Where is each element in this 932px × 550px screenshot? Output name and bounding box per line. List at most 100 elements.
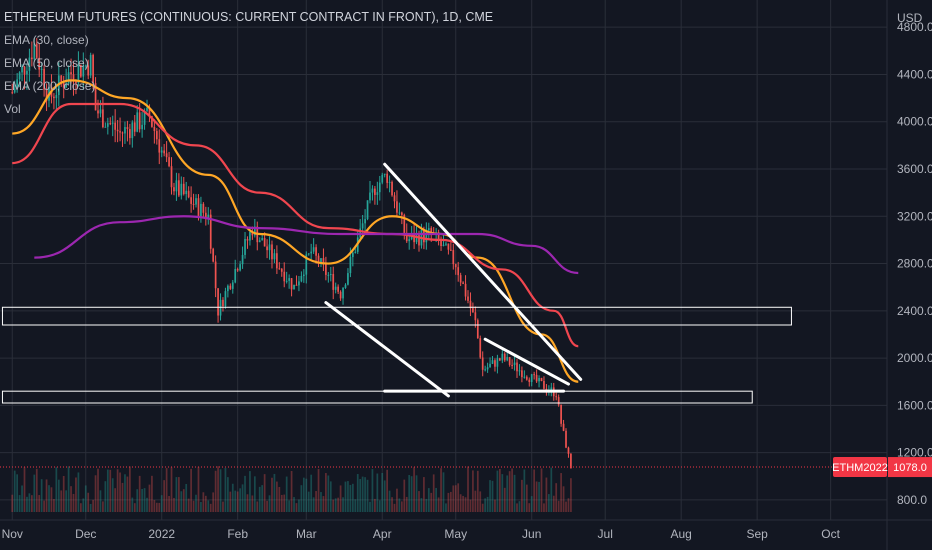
volume-bar (506, 475, 509, 512)
candle-body (325, 263, 327, 275)
candle-body (479, 338, 482, 358)
last-price-badge: ETHM2022 1078.0 (0, 457, 932, 478)
candle-body (425, 230, 428, 243)
volume-bar (197, 466, 200, 512)
candle-body (528, 379, 531, 382)
candle-body (354, 251, 357, 253)
volume-bar (525, 484, 528, 512)
volume-bar (540, 468, 543, 512)
candle-body (197, 198, 200, 217)
candle-body (408, 239, 411, 242)
volume-bar (222, 501, 224, 512)
volume-bar (82, 498, 85, 512)
volume-bar (447, 492, 450, 512)
candle-body (45, 89, 48, 101)
candle-body (82, 65, 85, 77)
legend-ema30[interactable]: EMA (30, close) (4, 33, 89, 47)
candle-body (369, 192, 371, 201)
candle-body (538, 378, 540, 382)
candle-body (344, 284, 347, 288)
candle-body (16, 79, 19, 89)
volume-bar (329, 481, 332, 512)
volume-bar (351, 483, 354, 512)
candle-body (361, 223, 364, 229)
candle-body (280, 268, 283, 272)
volume-bar (268, 495, 271, 512)
candle-body (415, 234, 418, 243)
candle-body (35, 43, 38, 58)
volume-bar (278, 486, 281, 512)
candle-body (516, 362, 518, 372)
candle-body (462, 282, 464, 284)
candle-body (43, 68, 45, 90)
volume-bar (70, 486, 72, 512)
volume-bar (224, 467, 227, 512)
volume-bar (413, 467, 415, 512)
time-tick-label: Oct (821, 527, 840, 541)
volume-bar (57, 479, 60, 512)
candle-body (503, 353, 506, 361)
volume-bar (209, 503, 212, 512)
volume-bar (530, 496, 533, 512)
candle-body (67, 72, 70, 84)
legend-ema50[interactable]: EMA (50, close) (4, 56, 89, 70)
volume-bar (334, 498, 337, 512)
volume-bar (552, 495, 555, 512)
candle-body (104, 126, 107, 128)
time-tick-label: Sep (746, 527, 768, 541)
candle-body (533, 374, 536, 376)
price-badge-text: 1078.0 (893, 462, 927, 474)
volume-bar (366, 479, 369, 512)
candle-body (288, 278, 290, 281)
candle-body (13, 88, 16, 93)
candle-body (570, 453, 572, 469)
candle-body (464, 283, 467, 297)
candle-body (413, 233, 415, 243)
candle-body (209, 214, 212, 249)
volume-bar (229, 491, 232, 512)
candle-body (342, 287, 344, 299)
candle-body (151, 116, 153, 127)
volume-bar (462, 495, 464, 512)
time-tick-label: May (444, 527, 467, 541)
volume-bar (430, 492, 433, 512)
candle-body (227, 285, 229, 292)
candle-body (124, 127, 126, 134)
time-tick-label: Jun (522, 527, 541, 541)
volume-bar (378, 500, 381, 512)
volume-bar (185, 483, 188, 512)
candle-body (393, 195, 396, 202)
volume-bar (266, 500, 268, 512)
candle-body (192, 203, 195, 205)
volume-bar (388, 490, 391, 512)
volume-bar (102, 501, 104, 512)
candle-body (271, 244, 273, 260)
volume-bar (302, 477, 305, 512)
candle-body (224, 291, 227, 307)
volume-bar (396, 488, 398, 512)
volume-bar (545, 477, 548, 512)
volume-bar (200, 502, 202, 512)
volume-bar (317, 468, 320, 512)
candle-body (72, 74, 75, 82)
candle-body (70, 72, 72, 75)
price-tick-label: 3200.0 (897, 209, 932, 223)
volume-bar (415, 475, 418, 512)
volume-bar (111, 478, 114, 512)
legend-ema200[interactable]: EMA (200, close) (4, 79, 96, 93)
candle-body (160, 150, 163, 153)
volume-bar (550, 467, 553, 512)
volume-bar (543, 503, 545, 512)
legend-vol[interactable]: Vol (4, 102, 21, 116)
candle-body (180, 183, 183, 196)
volume-bar (256, 501, 259, 512)
candle-body (302, 274, 305, 276)
candle-body (452, 250, 455, 265)
chart-legend: ETHEREUM FUTURES (CONTINUOUS: CURRENT CO… (4, 6, 493, 121)
candle-body (447, 243, 450, 250)
volume-bar (386, 469, 389, 512)
volume-bar (35, 468, 38, 512)
candle-body (187, 190, 190, 198)
volume-bar (129, 466, 131, 512)
